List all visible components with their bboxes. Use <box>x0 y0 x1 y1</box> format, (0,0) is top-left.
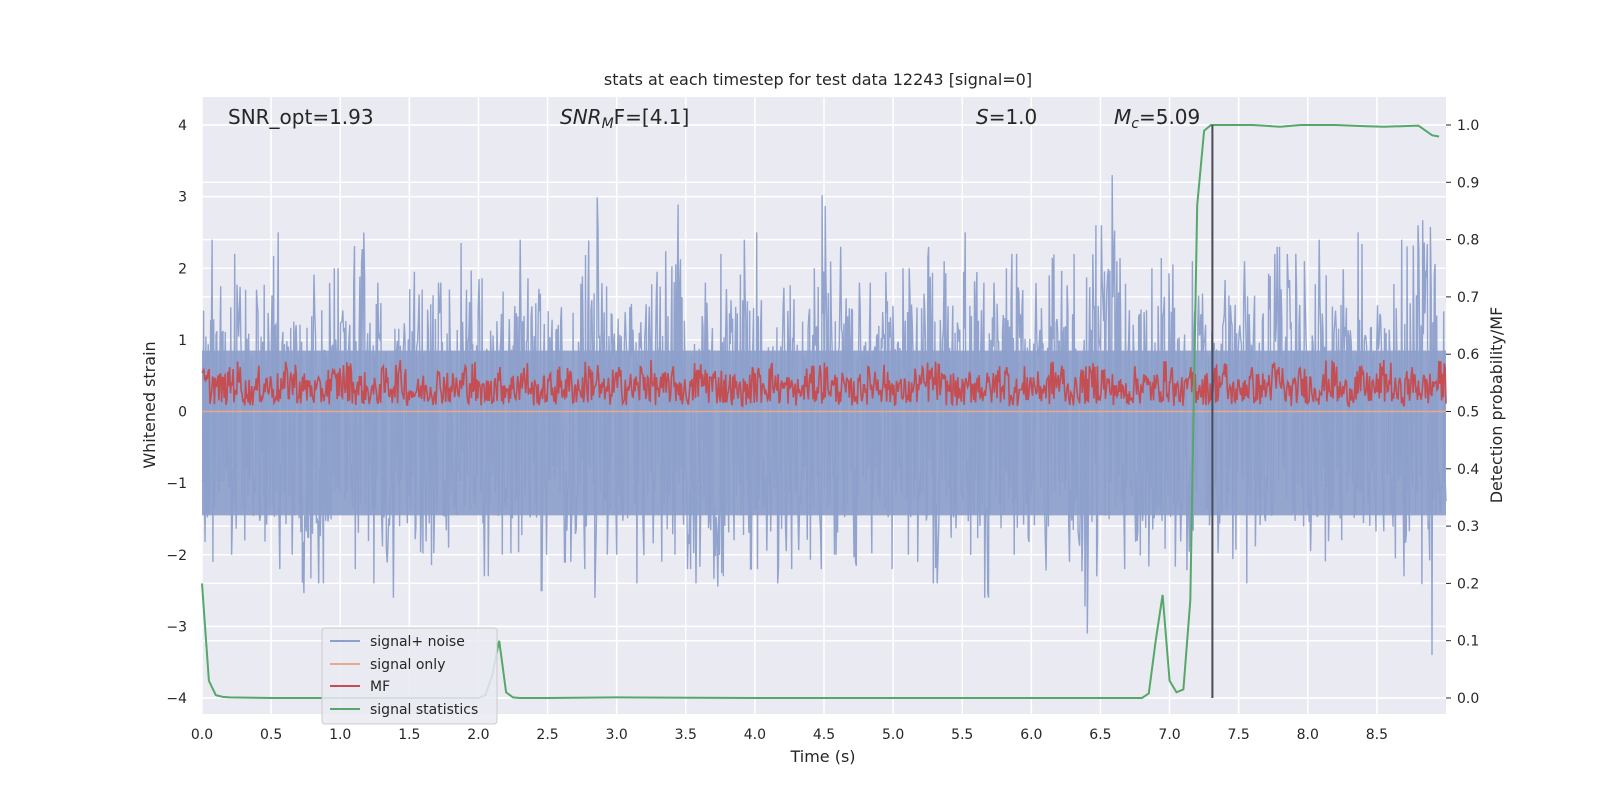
y-left-tick-labels: 4 3 2 1 0 −1 −2 −3 −4 <box>166 118 187 707</box>
x-tick-label: 5.0 <box>882 727 904 743</box>
y-right-tick-label: 0.1 <box>1457 634 1479 650</box>
y-right-tick-labels: 1.0 0.9 0.8 0.7 0.6 0.5 0.4 0.3 0.2 0.1 0.0 <box>1446 118 1479 707</box>
x-tick-label: 6.0 <box>1020 727 1042 743</box>
legend-label-signal-noise: signal+ noise <box>370 634 465 650</box>
snr-mf-main: SNR <box>560 105 602 129</box>
annotation-snr-opt: SNR_opt=1.93 <box>228 105 374 129</box>
legend-label-signal-statistics: signal statistics <box>370 702 478 718</box>
x-tick-label: 6.5 <box>1089 727 1111 743</box>
y-left-tick-label: 4 <box>178 118 187 134</box>
annotation-snr-mf: SNRMF=[4.1] <box>560 105 689 132</box>
mc-sub: c <box>1131 116 1139 132</box>
y-left-tick-label: −2 <box>166 548 187 564</box>
x-tick-label: 0.5 <box>260 727 282 743</box>
x-tick-label: 5.5 <box>951 727 973 743</box>
y-left-tick-label: 1 <box>178 333 187 349</box>
annotation-mc: Mc=5.09 <box>1114 105 1200 132</box>
x-tick-label: 4.5 <box>813 727 835 743</box>
y-right-tick-label: 0.8 <box>1457 233 1479 249</box>
x-tick-label: 7.0 <box>1158 727 1180 743</box>
legend-label-mf: MF <box>370 679 390 695</box>
y-right-tick-label: 0.0 <box>1457 691 1479 707</box>
mc-label: M <box>1114 105 1131 129</box>
s-label: S <box>976 105 989 129</box>
x-tick-label: 0.0 <box>191 727 213 743</box>
legend-label-signal-only: signal only <box>370 657 445 673</box>
y-left-tick-label: −3 <box>166 619 187 635</box>
y-left-tick-label: −4 <box>166 691 187 707</box>
snr-mf-sub: M <box>602 116 614 132</box>
mc-value: =5.09 <box>1139 105 1200 129</box>
y-left-tick-label: −1 <box>166 476 187 492</box>
legend: signal+ noise signal only MF signal stat… <box>321 627 498 725</box>
annotation-s: S=1.0 <box>976 105 1037 129</box>
y-axis-label-left: Whitened strain <box>140 341 159 468</box>
series-mf <box>201 359 1447 409</box>
x-tick-label: 1.5 <box>398 727 420 743</box>
x-tick-labels: 0.0 0.5 1.0 1.5 2.0 2.5 3.0 3.5 4.0 4.5 5.0 5.5 6.0 6… <box>191 727 1388 743</box>
y-right-tick-label: 0.9 <box>1457 175 1479 191</box>
data-traces <box>201 124 1447 699</box>
x-tick-label: 3.0 <box>606 727 628 743</box>
y-right-tick-label: 0.2 <box>1457 576 1479 592</box>
x-tick-label: 2.5 <box>536 727 558 743</box>
x-tick-label: 7.5 <box>1228 727 1250 743</box>
legend-box <box>321 627 498 725</box>
y-right-tick-label: 0.4 <box>1457 462 1479 478</box>
snr-mf-tail: F=[4.1] <box>614 105 690 129</box>
x-tick-label: 8.0 <box>1297 727 1319 743</box>
x-tick-label: 3.5 <box>675 727 697 743</box>
y-right-tick-label: 0.7 <box>1457 290 1479 306</box>
x-tick-label: 8.5 <box>1366 727 1388 743</box>
y-left-tick-label: 2 <box>178 261 187 277</box>
y-right-tick-label: 0.3 <box>1457 519 1479 535</box>
y-right-tick-label: 1.0 <box>1457 118 1479 134</box>
y-right-tick-label: 0.5 <box>1457 405 1479 421</box>
x-tick-label: 4.0 <box>744 727 766 743</box>
y-right-tick-label: 0.6 <box>1457 347 1479 363</box>
y-left-tick-label: 0 <box>178 405 187 421</box>
y-left-tick-label: 3 <box>178 190 187 206</box>
x-tick-label: 1.0 <box>329 727 351 743</box>
x-tick-label: 2.0 <box>467 727 489 743</box>
x-axis-label: Time (s) <box>789 747 855 766</box>
s-value: =1.0 <box>989 105 1038 129</box>
chart-title: stats at each timestep for test data 122… <box>604 70 1032 89</box>
y-axis-label-right: Detection probability/MF <box>1487 307 1506 504</box>
